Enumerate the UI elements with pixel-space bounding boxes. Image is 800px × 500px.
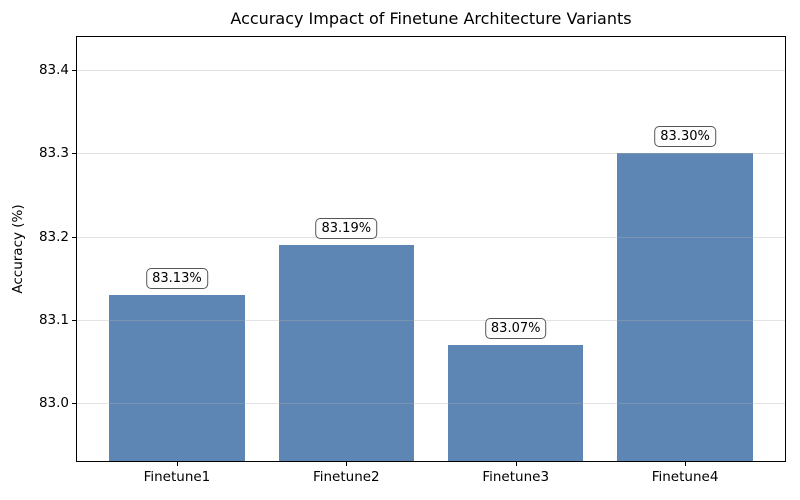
value-label: 83.30% bbox=[654, 126, 716, 148]
chart-title: Accuracy Impact of Finetune Architecture… bbox=[230, 9, 632, 28]
y-tick-mark bbox=[72, 236, 76, 238]
y-tick-label: 83.0 bbox=[38, 394, 69, 411]
value-label: 83.19% bbox=[315, 217, 378, 239]
x-tick-mark bbox=[176, 462, 178, 466]
grid-line bbox=[77, 153, 785, 155]
x-tick-label-Finetune2: Finetune2 bbox=[312, 469, 380, 485]
y-tick-mark bbox=[72, 402, 76, 404]
x-tick-label-Finetune3: Finetune3 bbox=[482, 469, 550, 485]
bar-Finetune3 bbox=[447, 344, 584, 461]
y-tick-label: 83.2 bbox=[38, 228, 69, 245]
y-axis-label: Accuracy (%) bbox=[10, 204, 26, 294]
value-label: 83.13% bbox=[146, 267, 208, 289]
y-tick-label: 83.4 bbox=[38, 62, 69, 79]
x-tick-mark bbox=[685, 462, 687, 466]
y-tick-label: 83.3 bbox=[38, 145, 69, 162]
bar-Finetune2 bbox=[278, 244, 415, 461]
grid-line bbox=[77, 402, 785, 404]
value-label: 83.07% bbox=[484, 317, 547, 339]
y-tick-mark bbox=[72, 153, 76, 155]
plot-area: 83.13% 83.19% 83.07% 83.30% bbox=[76, 36, 786, 462]
grid-line bbox=[77, 70, 785, 72]
grid-line bbox=[77, 319, 785, 321]
bar-Finetune4 bbox=[617, 153, 753, 461]
grid-line bbox=[77, 236, 785, 238]
x-tick-label-Finetune1: Finetune1 bbox=[143, 469, 211, 485]
x-tick-label-Finetune4: Finetune4 bbox=[651, 469, 719, 485]
bar-Finetune1 bbox=[109, 294, 245, 461]
x-tick-mark bbox=[346, 462, 348, 466]
x-tick-mark bbox=[515, 462, 517, 466]
y-tick-mark bbox=[72, 70, 76, 72]
y-tick-label: 83.1 bbox=[38, 311, 69, 328]
y-tick-mark bbox=[72, 319, 76, 321]
